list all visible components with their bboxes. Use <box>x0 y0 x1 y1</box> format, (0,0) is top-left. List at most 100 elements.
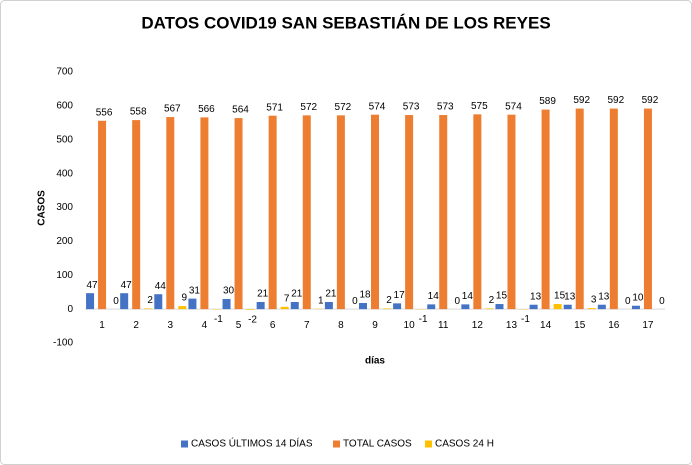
y-tick-label: -100 <box>53 338 73 349</box>
data-label: 0 <box>454 296 460 307</box>
data-label: 13 <box>530 291 542 302</box>
y-axis-title: CASOS <box>37 190 48 226</box>
bar <box>268 115 277 310</box>
x-tick-label: 6 <box>270 320 276 331</box>
bar <box>178 306 187 310</box>
bar <box>359 303 367 310</box>
bar <box>302 115 311 310</box>
x-tick-label: 9 <box>372 320 378 331</box>
data-label: 575 <box>471 101 488 112</box>
data-label: 556 <box>96 107 113 118</box>
bar <box>553 304 562 310</box>
x-tick-label: 1 <box>99 320 105 331</box>
y-tick-label: 500 <box>56 134 73 145</box>
bar <box>541 109 550 310</box>
x-tick-label: 3 <box>168 320 174 331</box>
y-tick-label: 600 <box>56 101 73 112</box>
bar <box>256 302 265 310</box>
x-tick-label: 10 <box>404 320 416 331</box>
bar <box>371 114 379 310</box>
data-label: 15 <box>496 291 508 302</box>
data-label: 567 <box>164 104 181 115</box>
data-label: 2 <box>147 295 153 306</box>
data-label: 566 <box>198 104 215 115</box>
data-label: 7 <box>284 293 290 304</box>
data-label: 572 <box>335 102 352 113</box>
legend-label: TOTAL CASOS <box>343 439 412 450</box>
chart-title: DATOS COVID19 SAN SEBASTIÁN DE LOS REYES <box>141 13 550 32</box>
data-label: 0 <box>659 296 665 307</box>
bar <box>383 308 391 310</box>
x-tick-label: 14 <box>540 320 552 331</box>
legend-label: CASOS 24 H <box>435 439 494 450</box>
bar <box>461 304 470 310</box>
data-label: 18 <box>359 290 371 301</box>
data-label: 0 <box>625 296 631 307</box>
data-label: 2 <box>489 295 495 306</box>
x-tick-label: 13 <box>506 320 518 331</box>
x-tick-label: 12 <box>472 320 484 331</box>
y-tick-label: 0 <box>67 304 73 315</box>
x-tick-label: 11 <box>438 320 449 331</box>
data-label: 573 <box>437 102 454 113</box>
data-label: 558 <box>130 107 147 118</box>
data-label: -2 <box>248 314 257 325</box>
bar <box>280 306 289 310</box>
bar <box>246 309 255 310</box>
bar <box>290 302 299 310</box>
data-label: 15 <box>554 291 566 302</box>
data-label: 44 <box>155 281 167 292</box>
data-label: 21 <box>325 289 337 300</box>
bar <box>393 303 402 310</box>
x-tick-label: 4 <box>202 320 208 331</box>
x-tick-label: 17 <box>642 320 654 331</box>
x-tick-label: 5 <box>236 320 242 331</box>
bar <box>166 117 175 310</box>
bar <box>485 308 494 310</box>
data-label: 10 <box>632 292 644 303</box>
data-label: 13 <box>564 291 576 302</box>
bar <box>234 118 243 310</box>
data-label: 47 <box>121 280 133 291</box>
data-label: 17 <box>394 290 406 301</box>
data-label: 47 <box>86 280 98 291</box>
y-tick-label: 200 <box>56 236 73 247</box>
y-tick-label: 300 <box>56 202 73 213</box>
data-label: 0 <box>113 296 119 307</box>
data-label: 592 <box>607 95 624 106</box>
legend-swatch <box>425 440 432 448</box>
bar <box>98 120 107 310</box>
x-tick-label: 16 <box>608 320 620 331</box>
x-tick-label: 8 <box>338 320 344 331</box>
data-label: 13 <box>598 291 610 302</box>
bar <box>495 304 504 310</box>
bar <box>200 117 209 310</box>
data-label: -1 <box>214 314 223 325</box>
bar <box>575 108 584 310</box>
y-tick-label: 400 <box>56 168 73 179</box>
bar <box>609 108 618 310</box>
data-label: 0 <box>352 296 358 307</box>
data-label: 574 <box>369 101 386 112</box>
x-tick-label: 15 <box>574 320 586 331</box>
data-label: 21 <box>291 289 303 300</box>
data-label: 571 <box>266 102 283 113</box>
data-label: -1 <box>521 314 530 325</box>
bar <box>324 302 333 310</box>
data-label: 3 <box>591 295 597 306</box>
bar <box>597 304 606 310</box>
data-label: 592 <box>642 95 659 106</box>
legend-label: CASOS ÚLTIMOS 14 DÍAS <box>191 437 313 450</box>
bar <box>427 304 436 310</box>
bar <box>473 114 482 310</box>
bar <box>86 293 95 310</box>
bar <box>120 293 129 310</box>
bar <box>405 115 414 310</box>
data-label: 589 <box>539 96 556 107</box>
bar <box>222 298 231 310</box>
bar <box>144 308 153 310</box>
data-label: 564 <box>232 105 249 116</box>
legend-swatch <box>333 440 340 448</box>
bar <box>188 298 197 310</box>
